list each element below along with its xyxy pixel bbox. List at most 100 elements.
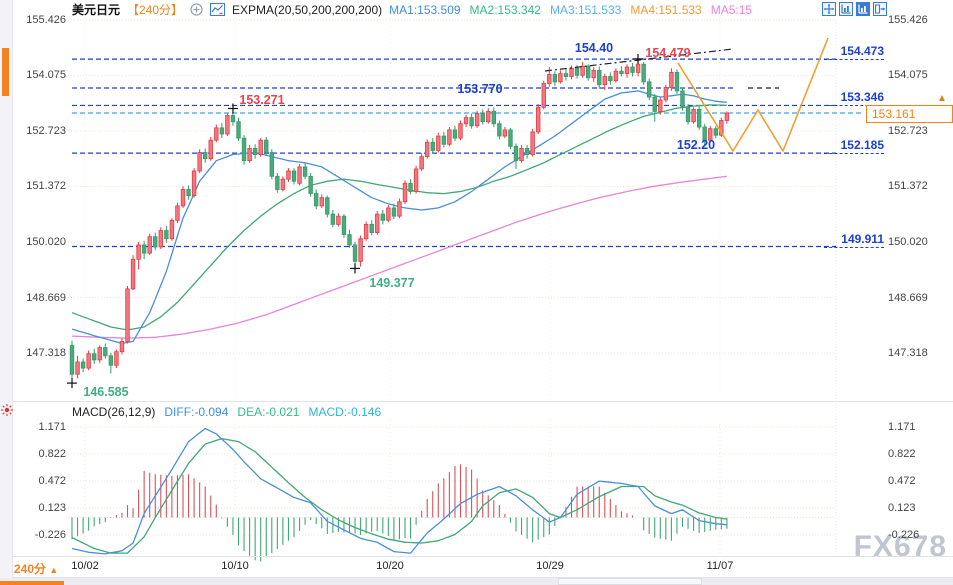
date-tick-10/10: 10/10 xyxy=(221,560,249,572)
candle-down xyxy=(585,65,591,79)
chart-toolbar-icons xyxy=(822,2,887,16)
candle-down xyxy=(269,152,274,177)
candle-up xyxy=(569,67,574,77)
candle-down xyxy=(408,182,413,192)
axis-scale-active-icon[interactable] xyxy=(856,2,870,16)
candle-down xyxy=(103,347,108,357)
timeframe-label[interactable]: 【240分】 xyxy=(127,3,184,17)
timeframe-position-indicator[interactable] xyxy=(2,48,9,96)
candle-up xyxy=(363,223,369,240)
candle-up xyxy=(214,127,219,141)
timeframe-selector[interactable]: 240分 ▲ xyxy=(14,560,58,577)
add-indicator-icon[interactable] xyxy=(190,3,203,16)
candle-down xyxy=(330,213,336,225)
candle-down xyxy=(313,193,319,207)
axis-separator-top xyxy=(0,556,953,557)
candle-up xyxy=(114,351,119,366)
candle-down xyxy=(430,141,435,151)
candle-up xyxy=(147,236,152,254)
candle-down xyxy=(325,197,330,215)
macd-diff-line xyxy=(71,427,727,555)
level-price-label-154.473: 154.473 xyxy=(824,44,884,61)
candle-down xyxy=(469,117,474,127)
candle-up xyxy=(530,131,535,155)
candle-down xyxy=(574,67,580,76)
candle-down xyxy=(647,81,652,98)
candle-up xyxy=(386,207,391,221)
macd-tick-right: 0.472 xyxy=(888,474,916,487)
annotation-153.271: 153.271 xyxy=(239,93,284,107)
scrollbar-thumb[interactable] xyxy=(558,578,702,585)
collapse-panel-icon[interactable] xyxy=(873,2,887,16)
annotation-154.40: 154.40 xyxy=(575,41,613,55)
candle-up xyxy=(436,135,441,151)
price-tick-left: 152.723 xyxy=(26,125,66,137)
candle-down xyxy=(252,147,258,155)
candle-down xyxy=(524,147,530,155)
horizontal-scrollbar[interactable] xyxy=(0,578,953,585)
macd-title[interactable]: MACD(26,12,9) xyxy=(72,405,156,419)
axis-scale-icon[interactable] xyxy=(839,2,853,16)
price-tick-right: 152.723 xyxy=(888,125,928,137)
candle-up xyxy=(197,152,202,172)
candle-up xyxy=(624,66,630,75)
candle-down xyxy=(552,74,558,83)
candle-up xyxy=(458,123,463,139)
candle-up xyxy=(97,347,102,361)
candle-up xyxy=(463,117,469,125)
candle-up xyxy=(286,170,291,180)
candle-down xyxy=(441,135,447,145)
price-tick-right: 150.020 xyxy=(888,236,928,249)
candle-down xyxy=(275,175,280,190)
price-tick-left: 154.075 xyxy=(26,69,66,82)
candle-down xyxy=(69,345,75,375)
indicator-label[interactable]: EXPMA(20,50,200,200,200) xyxy=(232,2,383,17)
candle-up xyxy=(547,74,552,84)
ma200-line xyxy=(71,175,727,339)
ma-value-MA3: MA3:151.533 xyxy=(549,2,622,17)
candle-up xyxy=(336,215,341,225)
candle-down xyxy=(80,361,86,369)
indicator-settings-sun-icon[interactable] xyxy=(0,403,14,417)
trendline xyxy=(544,48,734,72)
candle-up xyxy=(75,361,80,375)
mini-chart-icon[interactable] xyxy=(210,3,226,16)
macd-dea-line xyxy=(71,437,727,554)
candle-up xyxy=(136,244,141,260)
candle-up xyxy=(708,128,713,141)
macd-tick-right: 0.123 xyxy=(888,501,916,514)
candle-down xyxy=(347,234,352,246)
candle-down xyxy=(608,76,613,82)
candle-down xyxy=(652,96,657,112)
annotation-146.585: 146.585 xyxy=(83,385,128,399)
macd-tick-right: 1.171 xyxy=(888,420,916,433)
timeframe-text: 240分 xyxy=(14,562,47,576)
candle-up xyxy=(691,108,696,123)
annotation-152.20: 152.20 xyxy=(677,138,715,152)
macd-diff-value: DIFF:-0.094 xyxy=(164,405,229,419)
candle-up xyxy=(602,76,607,86)
candle-up xyxy=(635,63,641,73)
candle-down xyxy=(597,69,602,86)
candle-up xyxy=(86,353,91,369)
ma-value-MA1: MA1:153.509 xyxy=(389,2,461,17)
candle-down xyxy=(241,137,247,162)
pan-chart-icon[interactable] xyxy=(822,2,836,16)
candle-up xyxy=(358,238,363,262)
candle-up xyxy=(208,139,213,160)
candle-up xyxy=(130,258,136,290)
price-tick-left: 147.318 xyxy=(26,346,66,359)
macd-tick-left: 0.472 xyxy=(38,474,66,487)
candle-down xyxy=(497,123,502,137)
candle-down xyxy=(674,72,680,92)
candle-up xyxy=(419,156,424,170)
candle-up xyxy=(486,111,491,123)
candle-up xyxy=(591,69,596,79)
price-tick-right: 148.669 xyxy=(888,291,928,304)
candle-down xyxy=(291,170,297,182)
macd-tick-left: 0.123 xyxy=(38,501,66,514)
candle-up xyxy=(536,106,541,133)
macd-tick-right: 0.822 xyxy=(888,447,916,460)
candle-down xyxy=(352,244,358,262)
